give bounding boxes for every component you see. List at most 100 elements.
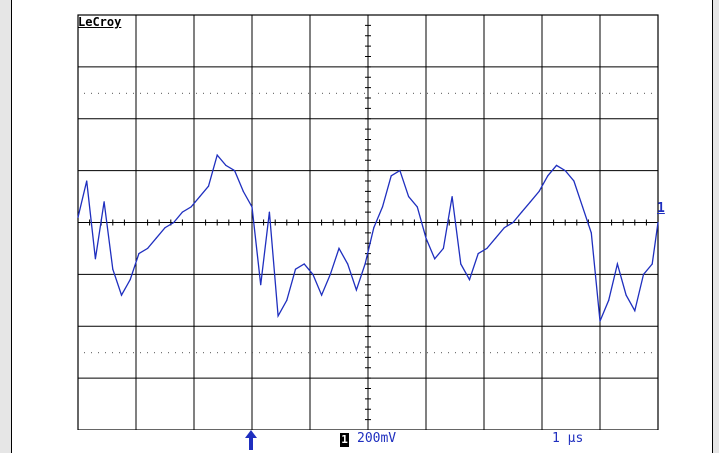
grid-dot (182, 352, 183, 354)
grid-dot (357, 352, 358, 354)
grid-dot (322, 352, 323, 354)
trace-point (529, 201, 532, 203)
grid-dot (497, 352, 498, 354)
grid-dot (196, 352, 197, 354)
grid-dot (609, 352, 610, 354)
trace-point (590, 232, 592, 234)
grid-dot (259, 352, 260, 354)
trace-point (251, 206, 253, 208)
status-bar: 1 200mV 1 µs (12, 430, 712, 453)
grid-dot (189, 92, 190, 94)
grid-dot (525, 92, 526, 94)
trace-point (242, 190, 244, 192)
grid-dot (140, 352, 141, 354)
trace-point (155, 237, 157, 239)
grid-dot (224, 92, 225, 94)
trace-point (138, 253, 140, 255)
grid-dot (287, 352, 288, 354)
trace-point (486, 247, 488, 250)
grid-dot (637, 92, 638, 94)
trace-point (312, 273, 314, 275)
grid-dot (476, 92, 477, 94)
trace-point (277, 315, 279, 317)
grid-dot (238, 352, 239, 354)
trace-point (381, 206, 384, 208)
grid-dot (280, 352, 281, 354)
grid-dot (651, 92, 652, 94)
grid-dot (497, 92, 498, 94)
grid-dot (147, 352, 148, 354)
trace-layer (77, 153, 659, 322)
grid-dot (140, 92, 141, 94)
trace-point (129, 278, 131, 281)
trace-point (355, 289, 357, 291)
graticule (77, 14, 659, 430)
trace-point (451, 195, 453, 198)
grid-dot (287, 92, 288, 94)
grid-dot (84, 92, 85, 94)
trace-point (538, 190, 540, 192)
trace-point (642, 273, 645, 275)
grid-dot (476, 352, 477, 354)
grid-dot (553, 92, 554, 94)
trace-point (164, 227, 166, 229)
trace-point (521, 211, 523, 213)
trace-point (495, 237, 497, 239)
grid-dot (441, 352, 442, 354)
channel-marker: 1 (657, 201, 665, 216)
grid-dot (378, 352, 379, 354)
grid-dot (252, 352, 253, 354)
trace-point (225, 164, 227, 167)
grid-dot (539, 352, 540, 354)
trace-point (625, 294, 627, 296)
trace-point (573, 180, 575, 182)
grid-dot (245, 352, 246, 354)
oscilloscope-display: LeCroy 1 1 200mV 1 µs (11, 0, 713, 453)
grid-dot (560, 92, 561, 94)
trace-point (503, 227, 505, 229)
grid-dot (574, 352, 575, 354)
grid-dot (504, 352, 505, 354)
trace-point (434, 258, 436, 260)
grid-dot (308, 352, 309, 354)
grid-dot (175, 352, 176, 354)
grid-dot (413, 92, 414, 94)
grid-dot (420, 92, 421, 94)
grid-dot (567, 92, 568, 94)
grid-dot (147, 92, 148, 94)
grid-dot (644, 352, 645, 354)
grid-dot (637, 352, 638, 354)
grid-dot (364, 352, 365, 354)
grid-dot (448, 92, 449, 94)
grid-dot (168, 92, 169, 94)
grid-dot (350, 352, 351, 354)
grid-dot (532, 92, 533, 94)
grid-dot (581, 92, 582, 94)
trace-point (399, 170, 401, 172)
trace-point (425, 237, 427, 239)
grid-dot (329, 92, 330, 94)
grid-dot (574, 92, 575, 94)
grid-dot (168, 352, 169, 354)
grid-dot (595, 92, 596, 94)
trace-point (190, 206, 192, 208)
grid-dot (602, 92, 603, 94)
grid-dot (469, 92, 470, 94)
grid-dot (455, 92, 456, 94)
grid-dot (266, 92, 267, 94)
grid-dot (350, 92, 351, 94)
grid-dot (133, 352, 134, 354)
trace-point (294, 268, 297, 270)
grid-dot (399, 92, 400, 94)
grid-dot (98, 92, 99, 94)
grid-dot (399, 352, 400, 354)
trace-point (94, 258, 96, 260)
grid-dot (518, 92, 519, 94)
trace-point (321, 294, 323, 296)
grid-dot (231, 352, 232, 354)
trace-point (347, 263, 349, 265)
grid-dot (427, 352, 428, 354)
grid-dot (378, 92, 379, 94)
grid-dot (553, 352, 554, 354)
grid-dot (532, 352, 533, 354)
